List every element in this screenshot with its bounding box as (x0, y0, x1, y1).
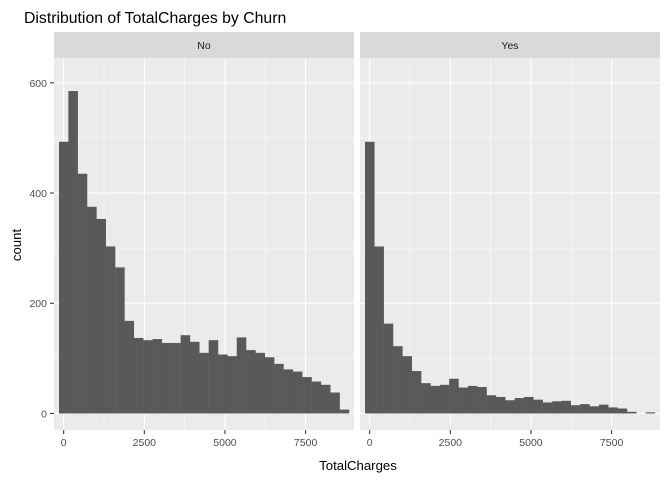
histogram-bar (77, 173, 88, 414)
histogram-bar (439, 384, 450, 414)
histogram-bar (365, 141, 375, 414)
histogram-bar (383, 323, 394, 414)
x-tick-label: 7500 (600, 437, 624, 449)
y-tick-label: 400 (29, 188, 47, 200)
histogram-bar (124, 320, 135, 414)
histogram-bar (143, 340, 153, 414)
histogram-bar (302, 377, 312, 414)
histogram-bar (486, 395, 497, 414)
histogram-bar (495, 396, 506, 414)
facet-panel-no: No (54, 32, 354, 430)
y-axis-title: count (9, 229, 24, 262)
histogram-bar (552, 401, 562, 414)
histogram-bar (227, 356, 237, 414)
histogram-bar (274, 363, 284, 414)
histogram-bar (449, 378, 459, 414)
histogram-bar (542, 402, 553, 414)
histogram-bar (115, 267, 125, 414)
histogram-bar (477, 387, 487, 414)
histogram-bar (580, 404, 590, 414)
x-axis-title: TotalCharges (319, 458, 397, 473)
histogram-bar (96, 218, 106, 414)
histogram-bar (255, 352, 266, 414)
histogram-bar (246, 350, 256, 414)
histogram-bar (421, 383, 431, 414)
facet-strip (54, 32, 354, 58)
histogram-bar (514, 398, 525, 414)
histogram-bar (645, 412, 656, 414)
histogram-bar (59, 141, 69, 414)
histogram-bar (152, 339, 163, 414)
histogram-bar (374, 246, 384, 414)
histogram-bar (561, 400, 572, 414)
chart-title: Distribution of TotalCharges by Churn (24, 10, 286, 27)
histogram-bar (133, 337, 144, 414)
histogram-bar (393, 346, 403, 414)
histogram-bar (626, 411, 637, 414)
histogram-bar (180, 335, 191, 414)
histogram-bar (430, 385, 441, 414)
y-tick-label: 0 (41, 408, 47, 420)
histogram-bar (208, 340, 219, 414)
facet-panel-yes: Yes (360, 32, 660, 430)
histogram-bar (598, 404, 609, 414)
histogram-bar (505, 400, 515, 414)
histogram-bar (161, 342, 172, 414)
x-tick-label: 0 (61, 437, 67, 449)
histogram-bar (218, 354, 228, 414)
histogram-bar (68, 91, 78, 414)
x-tick-label: 2500 (133, 437, 157, 449)
x-tick-label: 7500 (294, 437, 318, 449)
histogram-bar (589, 406, 600, 414)
facet-panels: No Yes (54, 32, 660, 430)
histogram-bar (264, 357, 275, 414)
x-axis: 0 2500 5000 7500 0 2500 5000 7500 (61, 430, 624, 449)
histogram-bar (402, 356, 412, 414)
y-axis: 0 200 400 600 (29, 78, 54, 420)
histogram-bar (458, 387, 469, 414)
histogram-bar (283, 369, 294, 414)
histogram-bar (617, 408, 628, 414)
x-tick-label: 5000 (213, 437, 237, 449)
facet-strip (360, 32, 660, 58)
y-tick-label: 200 (29, 298, 47, 310)
facet-strip-label: No (197, 40, 211, 52)
histogram-bar (311, 381, 322, 414)
histogram-bar (199, 352, 209, 414)
histogram-bar (533, 399, 543, 414)
x-tick-label: 5000 (519, 437, 543, 449)
histogram-bar (292, 371, 303, 414)
histogram-bar (524, 396, 534, 414)
histogram-bar (87, 206, 97, 414)
histogram-bar (411, 371, 422, 414)
histogram-bar (105, 246, 116, 414)
histogram-bar (467, 385, 478, 414)
histogram-bar (570, 405, 581, 414)
histogram-bar (339, 409, 350, 414)
histogram-bar (171, 342, 181, 414)
histogram-bar (320, 384, 331, 414)
histogram-bar (189, 341, 200, 414)
histogram-bar (608, 407, 618, 414)
x-tick-label: 2500 (439, 437, 463, 449)
facet-strip-label: Yes (501, 40, 518, 52)
histogram-bar (330, 392, 340, 414)
y-tick-label: 600 (29, 78, 47, 90)
x-tick-label: 0 (367, 437, 373, 449)
histogram-bar (236, 337, 247, 414)
